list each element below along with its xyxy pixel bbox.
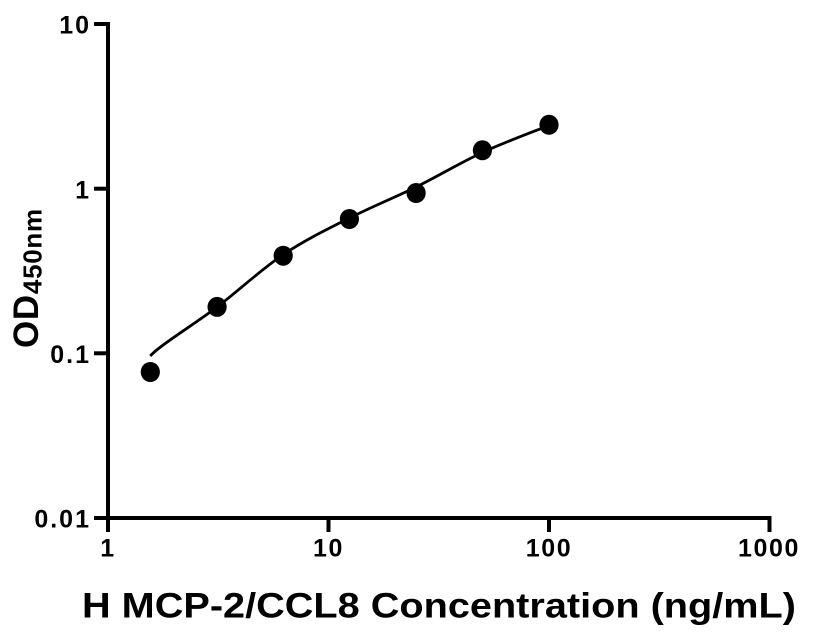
svg-text:1: 1 xyxy=(75,176,91,204)
svg-text:1: 1 xyxy=(100,535,116,563)
svg-text:1000: 1000 xyxy=(738,535,800,563)
svg-text:10: 10 xyxy=(313,535,344,563)
svg-text:0.01: 0.01 xyxy=(34,506,91,534)
svg-text:10: 10 xyxy=(59,12,91,40)
svg-text:H MCP-2/CCL8 Concentration (ng: H MCP-2/CCL8 Concentration (ng/mL) xyxy=(82,587,796,626)
svg-text:0.1: 0.1 xyxy=(50,341,91,369)
svg-text:100: 100 xyxy=(526,535,573,563)
